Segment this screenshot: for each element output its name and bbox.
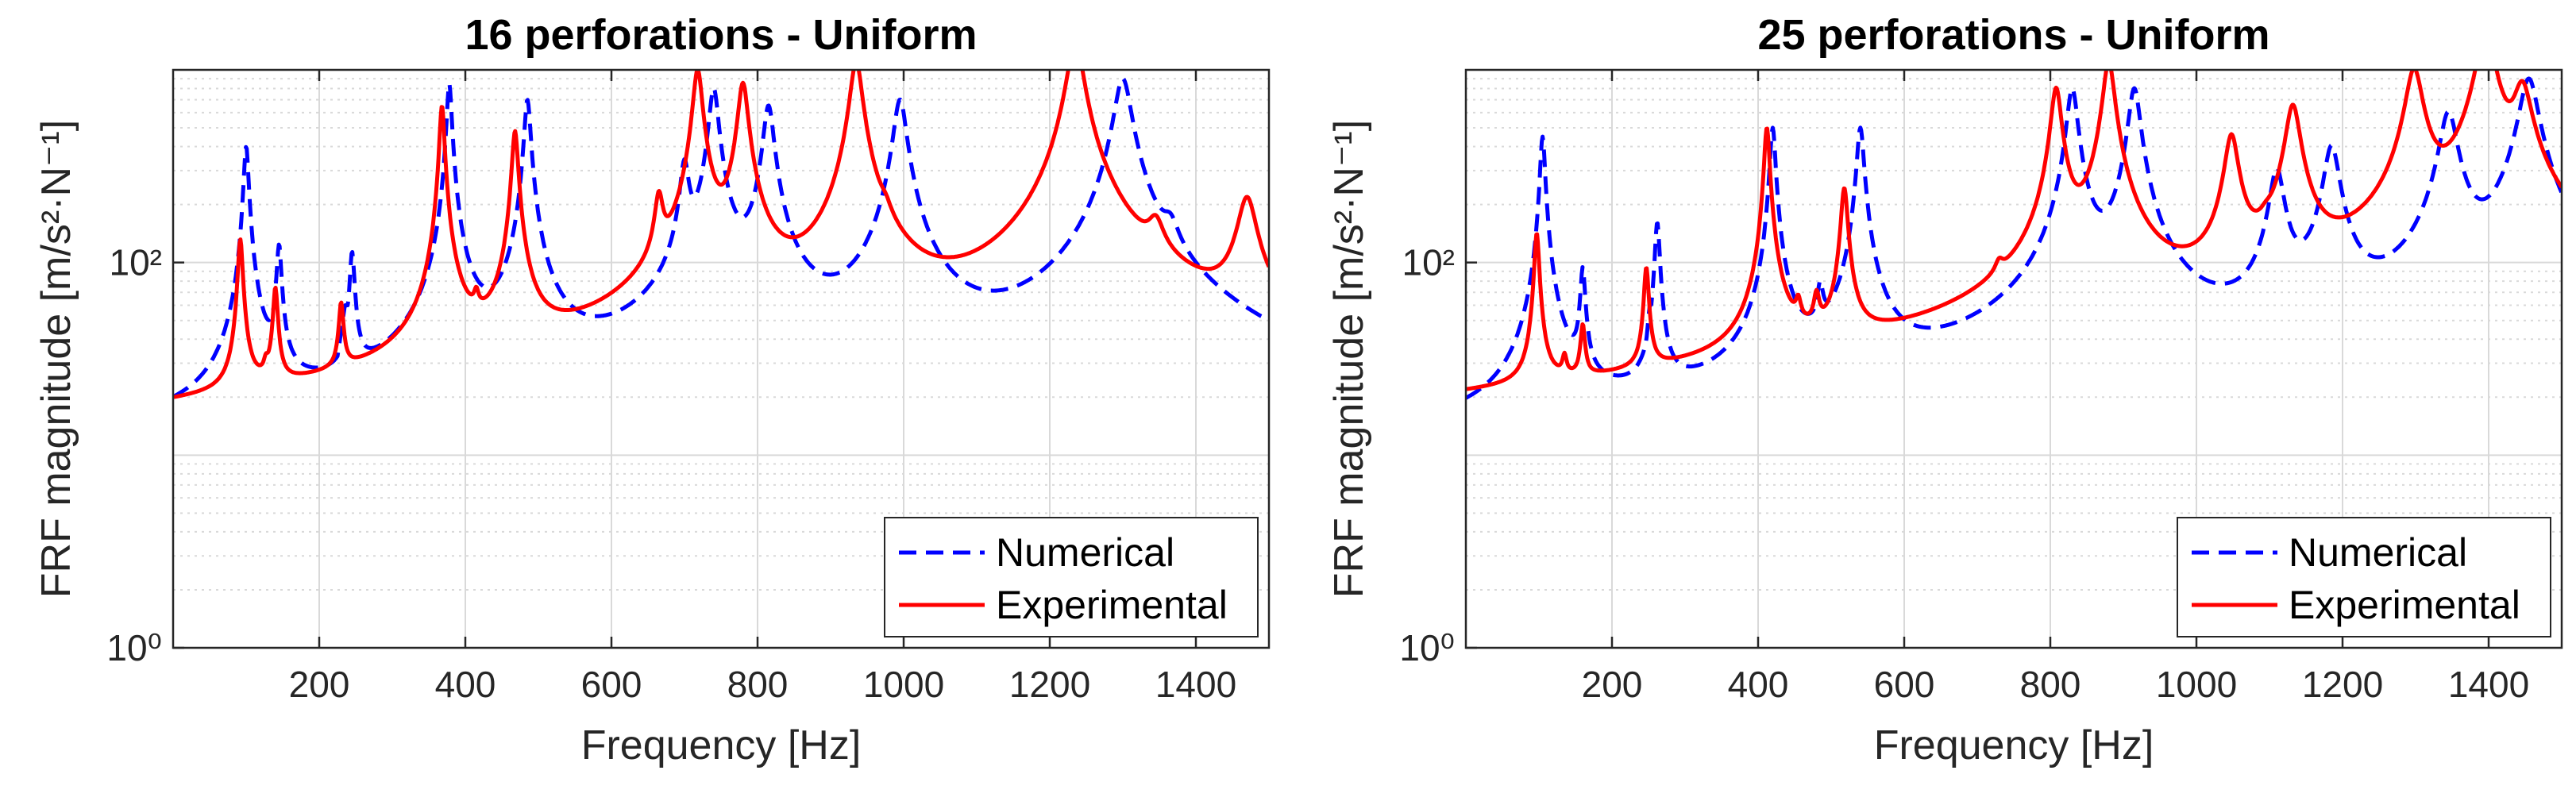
x-tick-label: 200: [289, 664, 350, 705]
legend: Numerical Experimental: [2177, 517, 2551, 637]
x-tick-label: 1200: [2302, 664, 2383, 705]
y-tick-label: 10⁰: [106, 627, 162, 668]
y-axis-label: FRF magnitude [m/s²·N⁻¹]: [33, 120, 79, 598]
x-tick-label: 1000: [863, 664, 944, 705]
x-tick-label: 400: [1728, 664, 1789, 705]
series-group: [173, 70, 1269, 399]
legend-label-numerical: Numerical: [996, 530, 1174, 575]
axes-box: [1464, 68, 2563, 649]
series-group: [1466, 70, 2562, 400]
legend-box: [2177, 517, 2551, 637]
series-line-numerical: [1466, 76, 2562, 400]
x-tick-label: 1200: [1009, 664, 1090, 705]
x-tick-label: 1400: [1155, 664, 1236, 705]
chart-title: 16 perforations - Uniform: [465, 11, 977, 59]
chart-title: 25 perforations - Uniform: [1757, 11, 2269, 59]
x-tick-label: 600: [581, 664, 642, 705]
plot-25-perforations: 25 perforations - Uniform Frequency [Hz]…: [1326, 11, 2563, 768]
legend-label-experimental: Experimental: [2289, 583, 2520, 627]
y-axis-label: FRF magnitude [m/s²·N⁻¹]: [1326, 120, 1372, 598]
series-line-numerical: [173, 76, 1269, 399]
x-tick-label: 800: [2020, 664, 2081, 705]
x-tick-label: 1400: [2448, 664, 2529, 705]
y-tick-label: 10²: [110, 242, 162, 283]
plot-16-perforations: 16 perforations - Uniform Frequency [Hz]…: [33, 11, 1271, 768]
legend: Numerical Experimental: [884, 517, 1259, 637]
x-axis-label: Frequency [Hz]: [1874, 722, 2154, 768]
x-tick-label: 800: [727, 664, 789, 705]
x-tick-label: 200: [1582, 664, 1643, 705]
y-tick-label: 10⁰: [1399, 627, 1455, 668]
legend-label-experimental: Experimental: [996, 583, 1228, 627]
x-axis-label: Frequency [Hz]: [581, 722, 862, 768]
axes-box: [172, 68, 1271, 649]
legend-label-numerical: Numerical: [2289, 530, 2467, 575]
series-line-experimental: [1466, 70, 2562, 391]
x-tick-label: 400: [435, 664, 496, 705]
x-tick-label: 600: [1874, 664, 1935, 705]
legend-box: [884, 517, 1259, 637]
y-tick-label: 10²: [1402, 242, 1455, 283]
series-line-experimental: [173, 70, 1269, 399]
x-tick-label: 1000: [2156, 664, 2237, 705]
